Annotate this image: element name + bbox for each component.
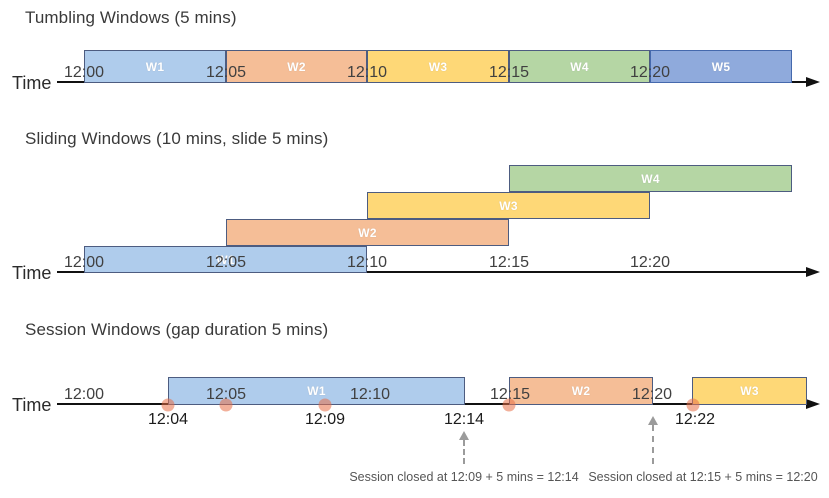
session-close-annotation-1: Session closed at 12:09 + 5 mins = 12:14 [349,470,579,484]
tumbling-timeline-arrowhead-icon [806,77,820,87]
session-section-title: Session Windows (gap duration 5 mins) [25,320,329,339]
sliding-window-w4: W4 [509,165,792,192]
tick-label: 12:05 [205,254,247,271]
window-label: W2 [287,59,306,74]
event-time-label: 12:22 [674,411,716,428]
tumbling-window-w1: W1 [84,50,226,83]
tick-label: 12:00 [63,64,105,81]
session-window-w3: W3 [692,377,807,405]
session-time-axis-label: Time [12,395,52,415]
event-time-label: 12:09 [304,411,346,428]
window-label: W5 [711,59,731,74]
tumbling-window-w3: W3 [367,50,509,83]
session-close-arrow-icon [459,431,469,440]
session-window-w1: W1 [168,377,465,405]
tick-label: 12:20 [631,386,673,403]
event-dot [318,398,332,412]
window-label: W2 [358,225,377,240]
event-time-label: 12:14 [443,411,485,428]
sliding-window-w2: W2 [226,219,509,246]
tick-label: 12:10 [346,254,388,271]
session-close-annotation-2: Session closed at 12:15 + 5 mins = 12:20 [588,470,818,484]
sliding-section-title: Sliding Windows (10 mins, slide 5 mins) [25,129,329,148]
tumbling-time-axis-label: Time [12,73,52,93]
window-label: W2 [571,384,591,398]
tick-label: 12:05 [205,386,247,403]
window-label: W3 [499,198,518,213]
sliding-window-w1: W1 [84,246,367,273]
window-label: W4 [570,59,589,74]
window-label: W3 [740,384,759,398]
window-label: W1 [145,59,165,74]
tumbling-section-title: Tumbling Windows (5 mins) [25,8,237,27]
tumbling-window-w5: W5 [650,50,792,83]
tick-label: 12:15 [488,254,530,271]
event-dot [161,398,175,412]
tick-label: 12:15 [488,64,530,81]
tick-label: 12:10 [346,64,388,81]
event-dot [686,398,700,412]
tick-label: 12:20 [629,64,671,81]
tick-label: 12:15 [489,386,531,403]
session-timeline-arrowhead-icon [806,399,820,409]
sliding-time-axis-label: Time [12,263,52,283]
session-close-arrow-stem [652,425,654,464]
tick-label: 12:10 [349,386,391,403]
tick-label: 12:00 [63,386,105,403]
sliding-timeline-arrowhead-icon [806,267,820,277]
window-label: W4 [641,171,660,186]
tick-label: 12:05 [205,64,247,81]
sliding-window-w3: W3 [367,192,650,219]
sliding-timeline [57,271,806,273]
event-time-label: 12:04 [147,411,189,428]
tumbling-window-w4: W4 [509,50,650,83]
session-window-w2: W2 [509,377,653,405]
event-dot [502,398,516,412]
window-label: W1 [307,384,326,398]
session-close-arrow-icon [648,416,658,425]
session-close-arrow-stem [463,440,465,464]
tumbling-window-w2: W2 [226,50,367,83]
tick-label: 12:20 [629,254,671,271]
window-label: W1 [216,252,235,267]
event-dot [219,398,233,412]
window-label: W3 [428,59,448,74]
tick-label: 12:00 [63,254,105,271]
